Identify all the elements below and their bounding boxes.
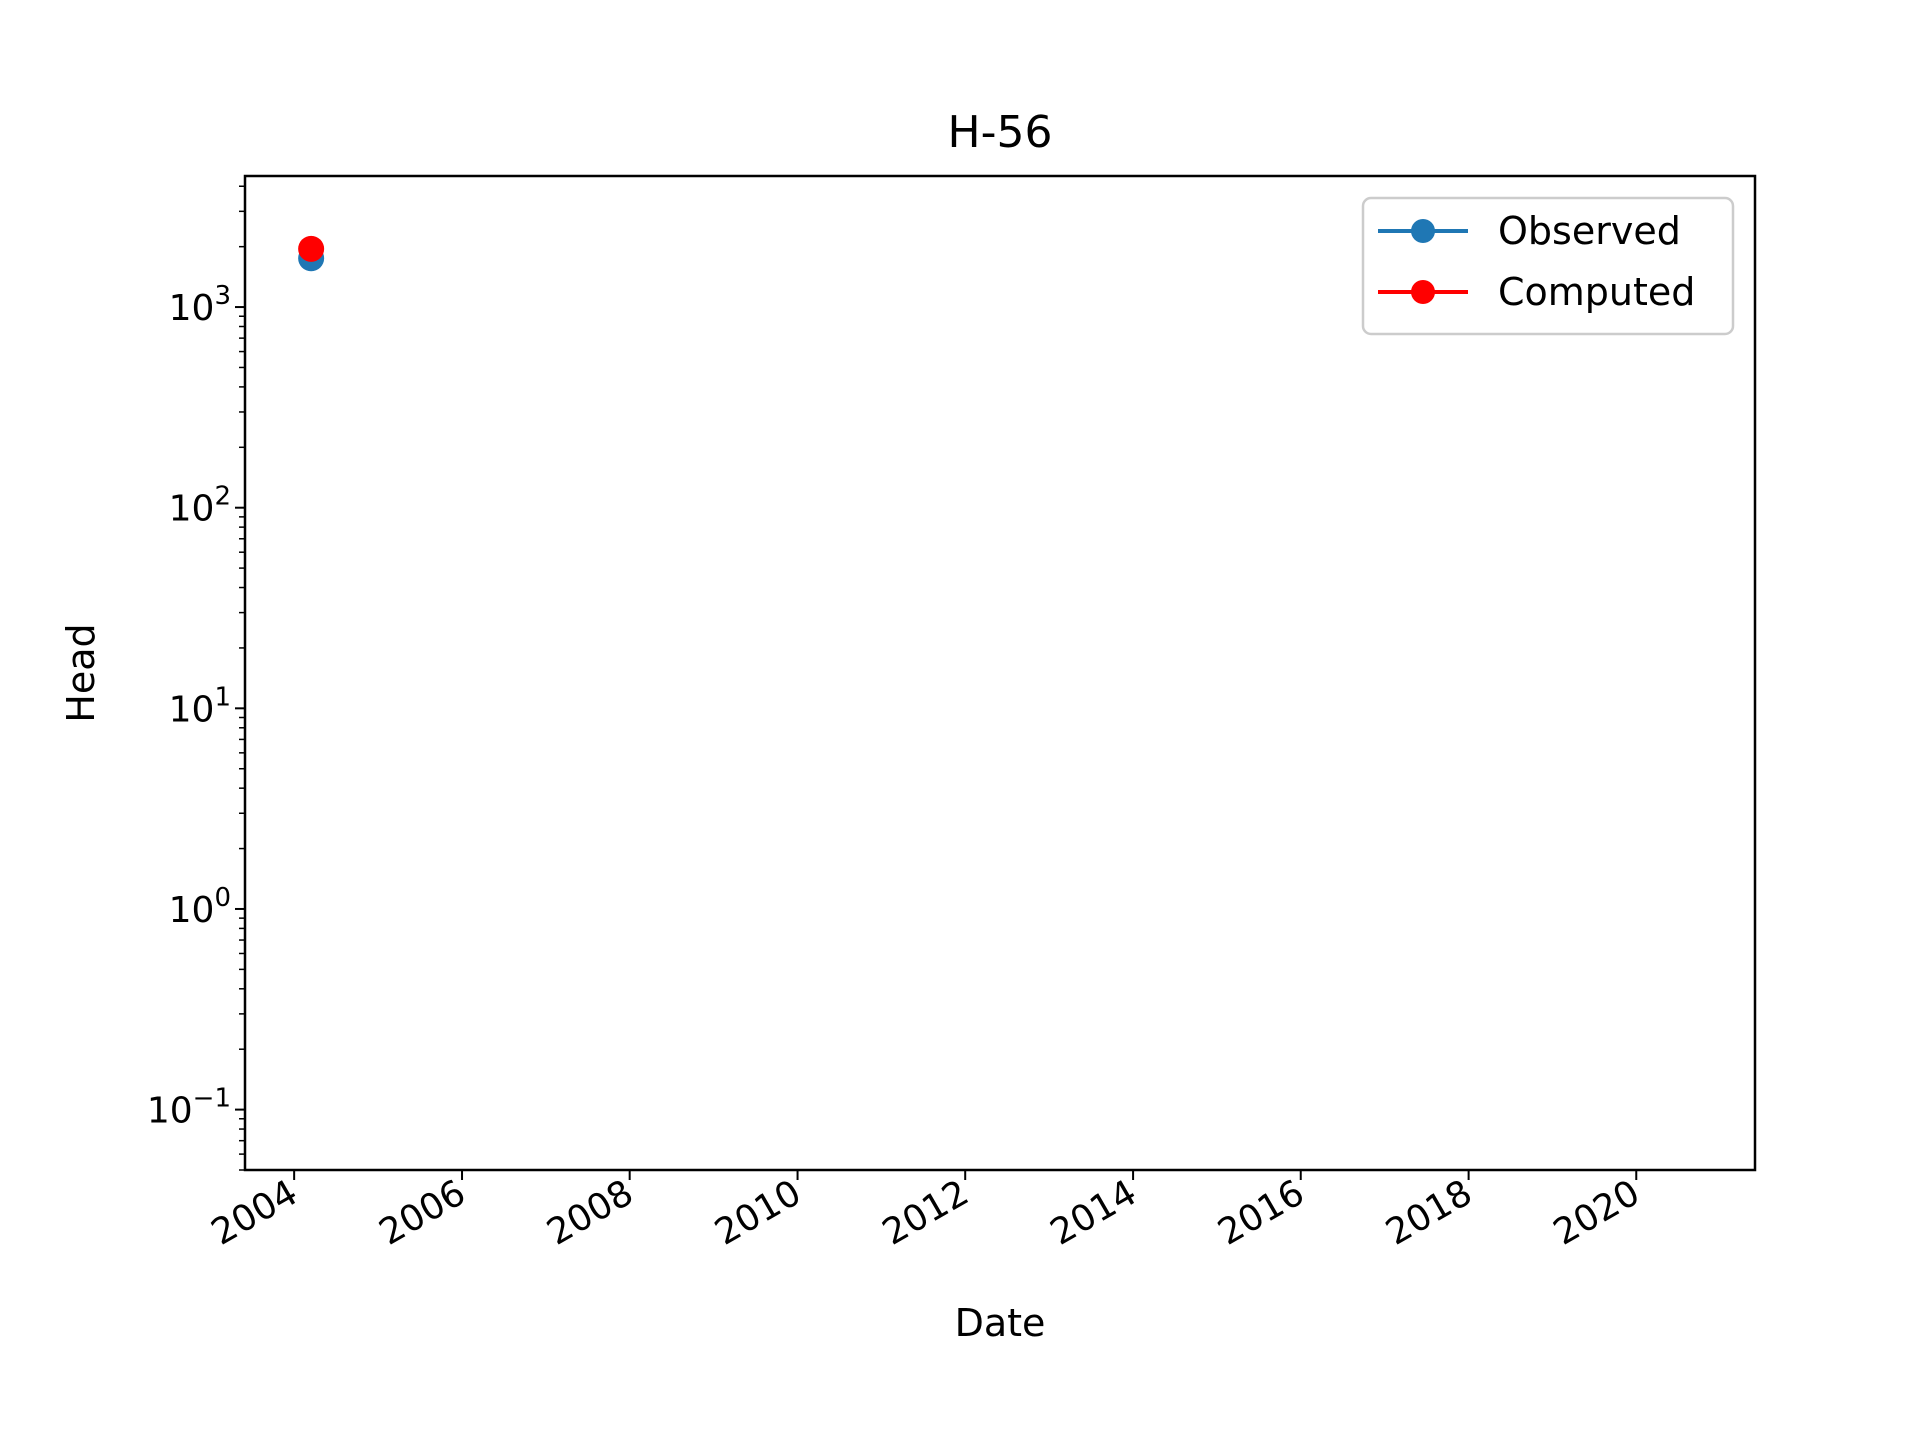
x-axis-label: Date: [955, 1301, 1046, 1345]
legend-observed-label: Observed: [1498, 209, 1681, 253]
chart-title: H-56: [948, 107, 1053, 158]
y-tick-label: 103: [169, 281, 231, 329]
legend-computed-marker: [1411, 280, 1435, 304]
y-tick-label: 100: [169, 883, 231, 931]
data-series: [298, 235, 325, 272]
plot-frame: [243, 174, 1757, 1172]
series-computed: [298, 235, 325, 262]
legend-computed-label: Computed: [1498, 270, 1695, 314]
legend-observed-marker: [1411, 219, 1435, 243]
y-axis-label: Head: [59, 623, 103, 722]
computed-point: [298, 235, 325, 262]
y-tick-label: 10−1: [147, 1084, 231, 1132]
y-tick-label: 101: [169, 682, 231, 730]
legend: Observed Computed: [1361, 196, 1735, 336]
y-axis-ticks: 10−1 100 101 102 103: [147, 185, 245, 1171]
y-tick-label: 102: [169, 482, 231, 530]
